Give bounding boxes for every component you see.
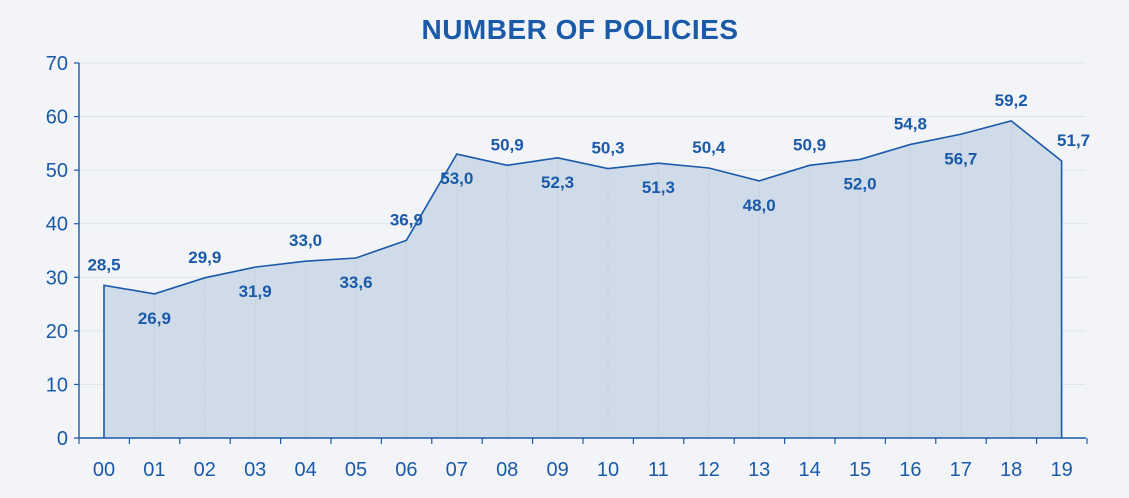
data-label: 50,9 — [491, 135, 524, 154]
data-label: 33,0 — [289, 231, 322, 250]
data-label: 51,3 — [642, 178, 675, 197]
data-label: 36,9 — [390, 210, 423, 229]
x-tick-label: 09 — [546, 459, 568, 481]
data-label: 53,0 — [440, 169, 473, 188]
data-label: 48,0 — [743, 196, 776, 215]
x-tick-label: 12 — [698, 459, 720, 481]
data-label: 50,9 — [793, 135, 826, 154]
x-tick-label: 10 — [597, 459, 619, 481]
y-tick-label: 20 — [46, 321, 68, 343]
data-label: 28,5 — [87, 255, 120, 274]
area-fill — [104, 120, 1062, 438]
data-label: 33,6 — [339, 273, 372, 292]
x-tick-label: 04 — [294, 459, 316, 481]
x-tick-label: 11 — [648, 459, 669, 481]
y-tick-label: 40 — [46, 214, 68, 236]
y-tick-label: 0 — [57, 428, 68, 450]
y-tick-label: 10 — [46, 374, 68, 396]
chart-title: NUMBER OF POLICIES — [421, 14, 739, 45]
data-label: 50,4 — [692, 138, 726, 157]
data-label: 59,2 — [995, 91, 1028, 110]
x-tick-label: 19 — [1050, 459, 1072, 481]
x-tick-label: 08 — [496, 459, 518, 481]
data-label: 52,3 — [541, 173, 574, 192]
data-label: 52,0 — [843, 174, 876, 193]
x-tick-label: 18 — [1000, 459, 1022, 481]
y-tick-label: 30 — [46, 267, 68, 289]
series-line — [103, 119, 1063, 438]
y-tick-label: 50 — [46, 160, 68, 182]
data-label: 56,7 — [944, 149, 977, 168]
x-tick-label: 05 — [345, 459, 367, 481]
x-tick-label: 17 — [950, 459, 972, 481]
x-tick-label: 01 — [143, 459, 165, 481]
y-tick-label: 60 — [46, 107, 68, 129]
x-tick-label: 13 — [748, 459, 770, 481]
x-tick-label: 14 — [798, 459, 820, 481]
data-label: 50,3 — [591, 139, 624, 158]
data-label: 29,9 — [188, 248, 221, 267]
x-tick-label: 02 — [194, 459, 216, 481]
data-label: 51,7 — [1057, 131, 1090, 150]
x-tick-label: 03 — [244, 459, 266, 481]
x-tick-label: 07 — [446, 459, 468, 481]
data-label: 26,9 — [138, 309, 171, 328]
y-tick-label: 70 — [46, 53, 68, 75]
x-tick-label: 15 — [849, 459, 871, 481]
x-tick-label: 16 — [899, 459, 921, 481]
data-label: 31,9 — [239, 282, 272, 301]
x-tick-label: 06 — [395, 459, 417, 481]
x-tick-label: 00 — [93, 459, 115, 481]
data-label: 54,8 — [894, 114, 927, 133]
